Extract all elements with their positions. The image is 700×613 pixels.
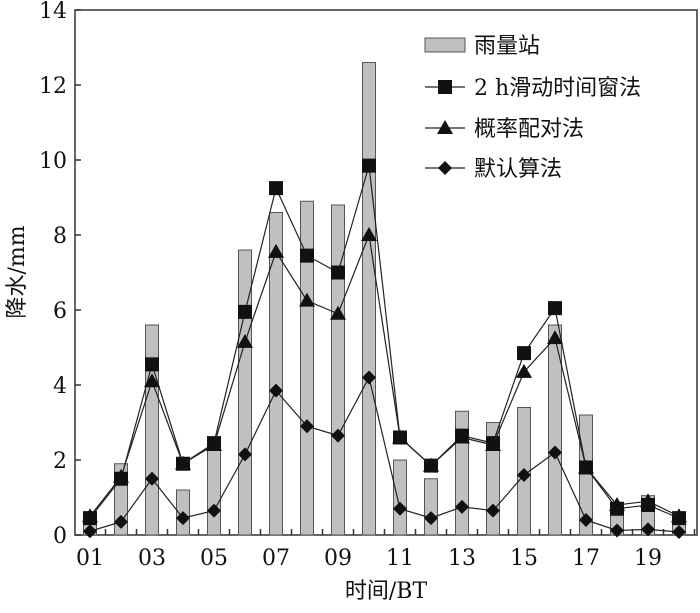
- y-tick-label: 2: [53, 449, 67, 474]
- point-triangle: [609, 497, 625, 511]
- bar-rain-gauge: [331, 204, 345, 536]
- legend-label: 概率配对法: [474, 117, 584, 142]
- point-diamond: [455, 499, 469, 514]
- point-diamond: [83, 524, 97, 539]
- point-diamond: [269, 383, 283, 398]
- point-triangle: [516, 363, 532, 378]
- point-square: [331, 265, 345, 280]
- point-square: [517, 346, 531, 361]
- legend-label: 2 h滑动时间窗法: [474, 76, 641, 101]
- point-triangle: [237, 333, 253, 348]
- series-diamond: [83, 370, 686, 539]
- bar-rain-gauge: [269, 212, 283, 536]
- point-diamond: [641, 522, 655, 537]
- point-triangle: [144, 373, 160, 388]
- point-square: [269, 181, 283, 196]
- x-tick-label: 11: [386, 546, 414, 571]
- point-diamond: [207, 503, 221, 518]
- y-tick-label: 8: [53, 224, 67, 249]
- point-diamond: [300, 419, 314, 434]
- x-tick-label: 03: [138, 546, 166, 571]
- bar-rain-gauge: [207, 444, 221, 536]
- x-tick-label: 15: [510, 546, 538, 571]
- point-triangle: [547, 330, 563, 345]
- point-square: [548, 301, 562, 316]
- legend-marker-square: [438, 80, 452, 94]
- legend-label: 默认算法: [474, 157, 562, 182]
- point-triangle: [423, 457, 439, 472]
- y-tick-label: 12: [39, 74, 67, 99]
- point-diamond: [579, 513, 593, 527]
- point-triangle: [578, 459, 594, 474]
- point-diamond: [486, 503, 500, 518]
- point-square: [362, 158, 376, 173]
- point-diamond: [548, 445, 562, 460]
- point-square: [238, 304, 252, 319]
- legend-label: 雨量站: [474, 34, 540, 59]
- point-triangle: [299, 292, 315, 307]
- point-triangle: [268, 243, 284, 258]
- point-diamond: [238, 447, 252, 462]
- point-triangle: [671, 508, 687, 523]
- point-diamond: [176, 511, 190, 526]
- point-diamond: [114, 514, 128, 529]
- legend-swatch-bar: [424, 37, 466, 53]
- point-triangle: [392, 429, 408, 444]
- point-diamond: [393, 501, 407, 516]
- x-tick-label: 05: [200, 546, 228, 571]
- point-diamond: [331, 428, 345, 443]
- point-triangle: [640, 493, 656, 508]
- y-tick-label: 4: [53, 374, 67, 399]
- series-triangle: [82, 227, 687, 523]
- point-triangle: [330, 305, 346, 320]
- y-tick-label: 0: [53, 524, 67, 549]
- series-line-triangle: [89, 232, 680, 517]
- x-tick-label: 19: [634, 546, 662, 571]
- x-tick-label: 17: [572, 546, 600, 571]
- y-tick-label: 10: [39, 149, 67, 174]
- point-diamond: [362, 370, 376, 385]
- bar-rain-gauge: [393, 459, 407, 536]
- legend-marker-diamond: [438, 161, 452, 175]
- x-axis-label: 时间/BT: [345, 579, 428, 604]
- bar-rain-gauge: [238, 249, 252, 536]
- x-tick-label: 09: [324, 546, 352, 571]
- x-tick-label: 01: [76, 546, 104, 571]
- y-axis-label: 降水/mm: [5, 225, 30, 318]
- point-triangle: [454, 429, 470, 444]
- plot-frame: [74, 9, 698, 536]
- legend-marker-triangle: [437, 120, 453, 134]
- y-tick-label: 14: [39, 0, 67, 24]
- point-diamond: [424, 511, 438, 526]
- y-tick-label: 6: [53, 299, 67, 324]
- point-triangle: [82, 508, 98, 523]
- series-square: [83, 158, 686, 526]
- point-diamond: [672, 525, 686, 539]
- x-tick-label: 13: [448, 546, 476, 571]
- point-triangle: [485, 437, 501, 451]
- point-diamond: [610, 523, 624, 538]
- bar-rain-gauge: [548, 324, 562, 536]
- point-diamond: [145, 471, 159, 486]
- bar-rain-gauge: [145, 324, 159, 536]
- x-tick-label: 07: [262, 546, 290, 571]
- bar-rain-gauge: [424, 478, 438, 536]
- point-triangle: [206, 437, 222, 451]
- bar-rain-gauge: [300, 200, 314, 536]
- point-diamond: [517, 468, 531, 482]
- point-triangle: [113, 468, 129, 483]
- point-square: [145, 357, 159, 372]
- point-triangle: [361, 227, 377, 241]
- point-triangle: [175, 455, 191, 470]
- point-square: [300, 248, 314, 263]
- bar-rain-gauge: [362, 62, 376, 536]
